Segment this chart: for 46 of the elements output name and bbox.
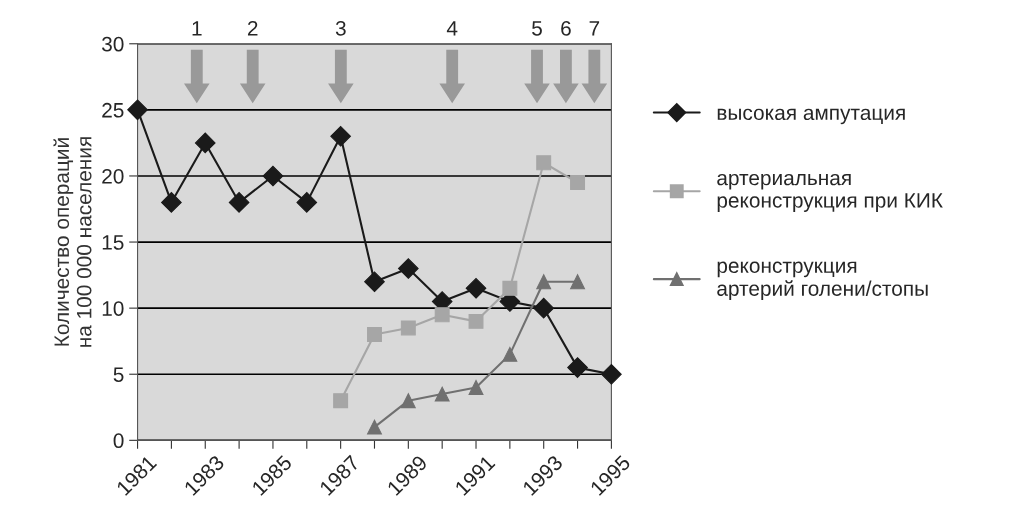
point (567, 357, 588, 378)
text: 7 (589, 21, 600, 36)
text: 6 (561, 20, 571, 36)
text: 2 (247, 20, 258, 36)
point (570, 274, 586, 290)
point (400, 393, 416, 409)
y-tick-label: 20 (102, 168, 124, 184)
y-axis-title: Количество операций на 100 000 населения (53, 137, 92, 347)
point (296, 192, 318, 213)
point (601, 363, 622, 385)
point (262, 165, 284, 187)
point (434, 386, 450, 402)
y-tick-label: 25 (102, 102, 124, 118)
point (333, 393, 349, 409)
point (194, 132, 216, 154)
point (367, 327, 382, 343)
text: 3 (335, 20, 346, 36)
text: 1 (192, 21, 202, 36)
legend-label: высокая ампутация (717, 108, 905, 125)
point (127, 99, 148, 121)
point (536, 155, 552, 171)
point (330, 125, 351, 147)
point (465, 277, 487, 299)
point (502, 280, 518, 296)
y-tick-label: 5 (113, 367, 124, 382)
y-tick-label: 15 (102, 235, 124, 250)
point (400, 320, 416, 336)
point (434, 307, 450, 323)
point (502, 346, 518, 362)
point (536, 274, 552, 290)
y-tick-label: 10 (102, 301, 124, 316)
legend-label: реконструкция артерий голени/стопы (717, 261, 928, 301)
point (468, 313, 484, 329)
text: 4 (446, 21, 458, 36)
point (367, 419, 382, 435)
legend-label: артериальная реконструкция при КИК (717, 173, 943, 212)
point (468, 379, 484, 395)
y-tick-label: 30 (101, 36, 124, 52)
point (228, 192, 250, 213)
point (570, 175, 586, 191)
point (364, 271, 385, 293)
point (161, 192, 182, 213)
point (397, 258, 419, 279)
point (533, 297, 555, 319)
text: 5 (532, 21, 542, 36)
y-tick-label: 0 (113, 433, 124, 449)
